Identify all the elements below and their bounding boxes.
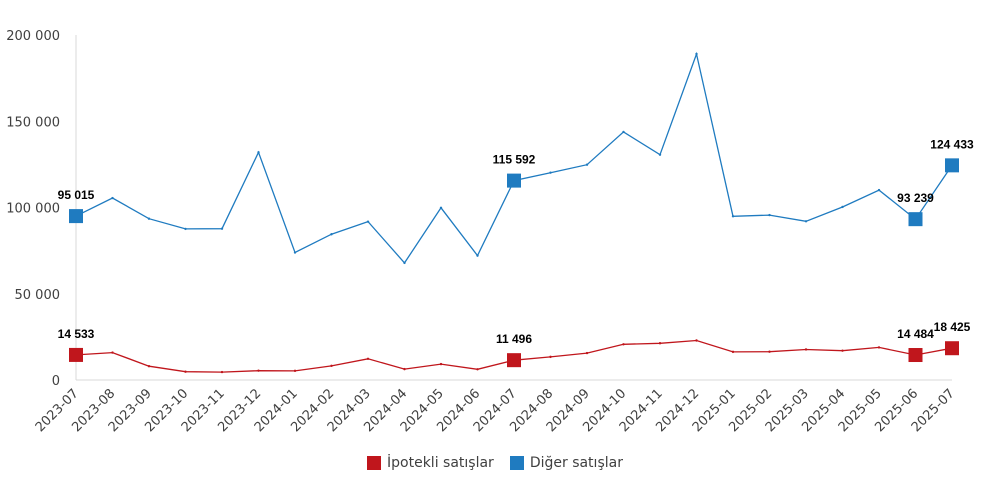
y-tick-label: 100 000 [6,202,60,217]
data-point-1-2 [147,217,151,220]
legend-item-mortgage[interactable]: İpotekli satışlar [367,455,494,471]
data-point-0-1 [111,351,114,354]
legend-item-other[interactable]: Diğer satışlar [509,455,623,471]
data-point-0-4 [220,370,224,374]
data-point-1-15 [622,130,625,134]
data-point-0-14 [585,351,589,355]
y-tick-label: 150 000 [6,115,60,130]
data-point-0-5 [257,369,260,372]
data-point-1-9 [403,261,406,265]
y-tick-label: 200 000 [6,29,60,44]
data-point-0-13 [549,355,552,359]
highlight-marker-0-24 [945,341,959,356]
data-point-1-11 [476,254,479,257]
highlight-marker-0-12 [507,353,521,368]
highlight-marker-0-23 [908,348,923,363]
data-point-0-22 [877,346,881,349]
data-point-1-14 [585,163,589,166]
data-point-0-20 [804,348,808,351]
data-label-0-0: 14 533 [58,327,95,341]
data-label-1-24: 124 433 [930,137,974,151]
data-point-1-10 [439,206,443,210]
highlight-marker-1-23 [908,212,923,227]
legend-label-mortgage: İpotekli satışlar [387,455,494,471]
data-point-0-15 [622,343,625,346]
data-point-0-7 [330,364,333,368]
data-point-1-5 [257,151,260,154]
data-point-1-4 [220,227,224,230]
data-point-0-16 [658,342,662,345]
data-label-1-12: 115 592 [493,153,536,167]
data-point-0-2 [147,365,151,368]
data-point-1-16 [658,153,662,156]
data-point-0-3 [184,370,187,373]
y-tick-label: 50 000 [15,288,61,303]
data-point-0-6 [293,369,297,373]
data-point-1-20 [804,220,808,223]
data-label-0-23: 14 484 [897,327,934,341]
data-point-1-6 [293,251,297,254]
data-label-0-24: 18 425 [934,320,971,334]
legend: İpotekli satışlar Diğer satışlar [0,455,990,471]
data-point-1-17 [695,52,698,56]
legend-swatch-mortgage [367,456,382,470]
data-point-1-19 [768,213,771,217]
highlight-marker-0-0 [69,347,83,362]
data-point-1-22 [877,188,881,192]
data-label-1-23: 93 239 [897,191,934,205]
data-label-0-12: 11 496 [496,332,532,346]
data-point-1-18 [731,215,735,218]
data-point-0-21 [841,349,844,352]
data-point-1-8 [366,220,370,223]
highlight-marker-1-12 [507,173,521,188]
highlight-marker-1-0 [69,209,83,224]
data-label-1-0: 95 015 [58,188,95,202]
legend-swatch-other [509,456,524,470]
highlight-marker-1-24 [945,158,959,173]
data-point-1-13 [549,171,552,174]
data-point-0-8 [366,357,370,360]
data-point-1-1 [111,196,114,200]
data-point-0-10 [439,362,443,366]
data-point-1-7 [330,233,333,236]
data-point-0-11 [476,368,479,371]
legend-label-other: Diğer satışlar [529,455,623,471]
data-point-0-17 [695,339,698,342]
data-point-0-18 [731,350,735,354]
data-point-1-3 [184,227,187,231]
data-point-0-19 [768,350,771,353]
data-point-0-9 [403,367,406,371]
y-tick-label: 0 [52,374,60,389]
data-point-1-21 [841,205,844,209]
